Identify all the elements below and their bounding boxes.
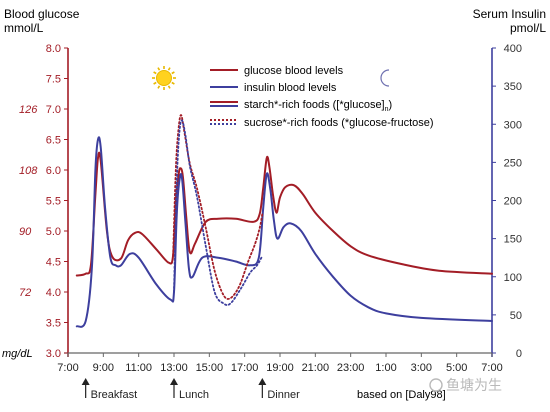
x-tick-label: 11:00	[125, 362, 152, 374]
insulin-line	[75, 136, 493, 328]
sun-icon	[152, 66, 176, 90]
left-tick-label: 6.0	[46, 165, 61, 177]
x-tick-label: 13:00	[160, 362, 188, 374]
sucrose-insulin-line	[173, 119, 263, 306]
x-tick-label: 17:00	[231, 362, 259, 374]
sun-ray	[171, 81, 175, 85]
legend-insulin: insulin blood levels	[244, 82, 337, 94]
sun-ray	[153, 81, 157, 85]
legend-starch-text: starch*-rich foods ([*glucose]	[244, 99, 385, 111]
x-tick-label: 23:00	[337, 362, 365, 374]
left-tick-label: 6.5	[46, 135, 61, 147]
legend-sucrose: sucrose*-rich foods (*glucose-fructose)	[244, 117, 434, 129]
watermark-logo	[429, 378, 443, 392]
meal-label: Breakfast	[91, 389, 137, 401]
x-tick-label: 21:00	[302, 362, 330, 374]
meal-arrow-head	[170, 378, 178, 385]
sun-ray	[153, 71, 157, 75]
x-tick-label: 15:00	[196, 362, 224, 374]
meal-label: Dinner	[267, 389, 300, 401]
watermark-text: 鱼塘为生	[446, 377, 502, 393]
left-tick-label: 5.5	[46, 196, 61, 208]
right-tick-label: 250	[504, 157, 522, 169]
x-tick-label: 7:00	[481, 362, 502, 374]
labels-layer: Blood glucose mmol/L Serum Insulin pmol/…	[2, 7, 546, 401]
left-axis-label: Blood glucose	[4, 7, 80, 21]
right-tick-label: 100	[504, 272, 522, 284]
legend-starch-subscript: n	[385, 106, 389, 113]
legend-glucose: glucose blood levels	[244, 65, 344, 77]
left-tick-label: 5.0	[46, 226, 61, 238]
mgdl-tick-label: 108	[19, 165, 38, 177]
x-tick-label: 3:00	[411, 362, 432, 374]
lines-layer	[75, 114, 493, 328]
left-tick-label: 4.0	[46, 287, 61, 299]
mgdl-tick-label: 72	[19, 287, 31, 299]
moon-crescent	[380, 69, 390, 87]
meal-arrow-head	[258, 378, 267, 385]
x-tick-label: 9:00	[93, 362, 114, 374]
left-tick-label: 3.0	[46, 348, 61, 360]
moon-icon	[380, 69, 390, 87]
right-tick-label: 350	[504, 81, 522, 93]
left-tick-label: 4.5	[46, 257, 61, 269]
right-tick-label: 300	[504, 119, 522, 131]
mgdl-unit-label: mg/dL	[2, 348, 33, 360]
left-tick-label: 8.0	[46, 43, 61, 55]
x-tick-label: 19:00	[266, 362, 294, 374]
left-tick-label: 3.5	[46, 318, 61, 330]
mgdl-tick-label: 90	[19, 226, 32, 238]
sucrose-glucose-line	[172, 114, 264, 300]
glucose-line	[75, 151, 493, 277]
legend: glucose blood levels insulin blood level…	[210, 65, 434, 129]
x-tick-label: 5:00	[446, 362, 467, 374]
meal-arrow-head	[81, 378, 90, 385]
right-tick-label: 400	[504, 43, 522, 55]
right-tick-label: 200	[504, 196, 522, 208]
sun-ray	[167, 85, 171, 89]
right-tick-label: 50	[510, 310, 522, 322]
x-tick-label: 7:00	[57, 362, 78, 374]
watermark: 鱼塘为生	[429, 377, 502, 393]
sun-disc	[156, 70, 172, 86]
sun-ray	[157, 67, 161, 71]
axes-layer: 3.0 3.5 4.0 4.5 5.0 5.5 6.0 6.5 7.0 7.5 8.0 0 50 100 1…	[19, 43, 522, 401]
right-axis-label: Serum Insulin	[473, 7, 546, 21]
meal-label: Lunch	[179, 389, 209, 401]
right-tick-label: 0	[516, 348, 522, 360]
left-tick-label: 7.5	[46, 74, 61, 86]
mgdl-tick-label: 126	[19, 104, 38, 116]
legend-starch-close: )	[389, 99, 393, 111]
left-tick-label: 7.0	[46, 104, 61, 116]
left-axis-unit: mmol/L	[4, 21, 44, 35]
right-axis-unit: pmol/L	[510, 21, 546, 35]
right-tick-label: 150	[504, 234, 522, 246]
sun-ray	[171, 71, 175, 75]
x-tick-label: 1:00	[375, 362, 396, 374]
sun-ray	[167, 67, 171, 71]
source-note: based on [Daly98]	[357, 389, 446, 401]
sun-ray	[157, 85, 161, 89]
legend-starch: starch*-rich foods ([*glucose]n)	[244, 99, 392, 113]
